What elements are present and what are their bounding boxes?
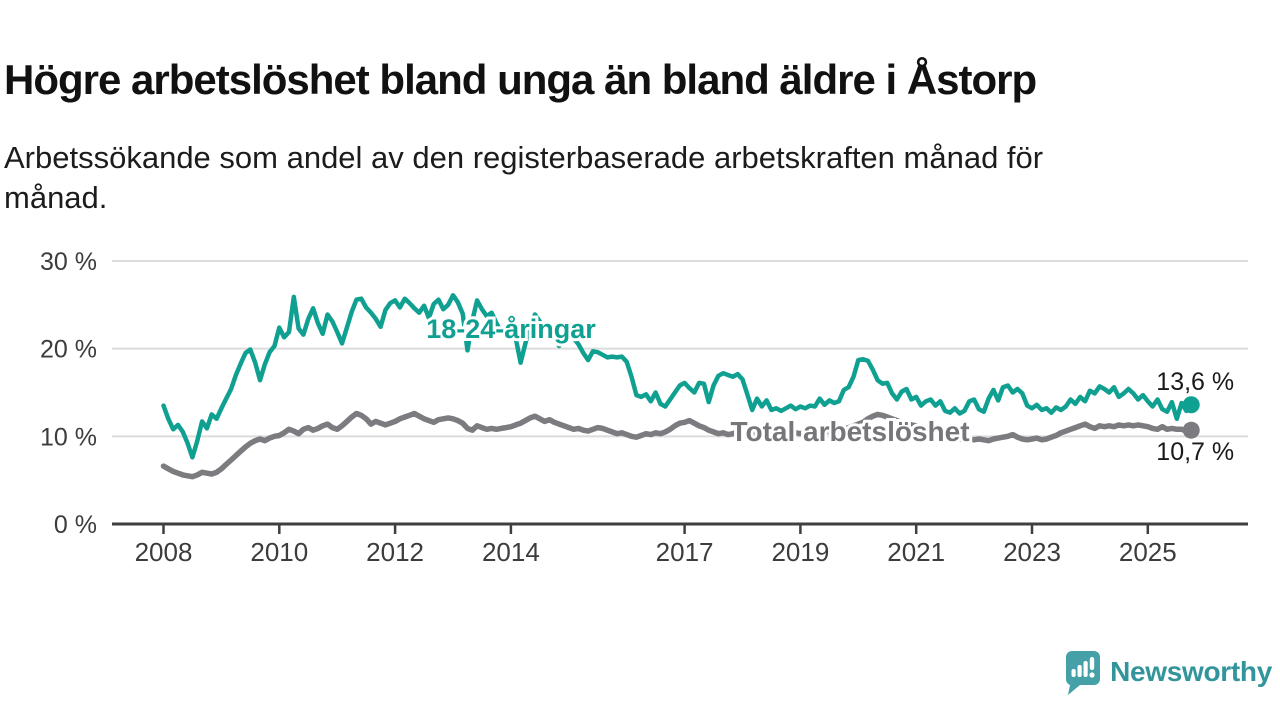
- logo-bar-2: [1077, 665, 1082, 677]
- series-end-dot-youth: [1182, 396, 1200, 414]
- x-axis-label-2012: 2012: [366, 537, 424, 567]
- series-label-total: Total arbetslöshet: [730, 416, 969, 447]
- y-axis-label-30: 30 %: [40, 248, 97, 276]
- series-end-dot-total: [1182, 421, 1200, 439]
- x-axis-label-2021: 2021: [887, 537, 945, 567]
- logo-exclamation-bar: [1089, 657, 1095, 670]
- x-axis-label-2017: 2017: [656, 537, 714, 567]
- x-axis-label-2008: 2008: [135, 537, 193, 567]
- newsworthy-logo: Newsworthy: [1061, 648, 1272, 696]
- x-axis-label-2025: 2025: [1119, 537, 1177, 567]
- end-value-label-total: 10,7 %: [1156, 438, 1234, 466]
- x-axis-label-2023: 2023: [1003, 537, 1061, 567]
- subtitle-line-2: månad.: [4, 180, 108, 215]
- subtitle-line-1: Arbetssökande som andel av den registerb…: [4, 140, 1044, 175]
- page-title: Högre arbetslöshet bland unga än bland ä…: [4, 56, 1037, 104]
- y-axis-label-0: 0 %: [54, 511, 97, 539]
- x-axis-label-2019: 2019: [771, 537, 829, 567]
- series-line-total: [160, 410, 1194, 480]
- logo-bar-3: [1083, 661, 1088, 677]
- logo-exclamation-dot: [1089, 672, 1095, 678]
- x-axis-label-2010: 2010: [250, 537, 308, 567]
- logo-bar-1: [1071, 669, 1076, 677]
- series-label-youth: 18-24-åringar: [426, 314, 596, 344]
- y-axis-label-20: 20 %: [40, 336, 97, 364]
- page-subtitle: Arbetssökande som andel av den registerb…: [4, 138, 1224, 218]
- x-axis-label-2014: 2014: [482, 537, 540, 567]
- logo-speech-bubble: [1066, 651, 1101, 695]
- end-value-label-youth: 13,6 %: [1156, 368, 1234, 396]
- newsworthy-logo-icon: [1066, 651, 1101, 695]
- newsworthy-logo-text: Newsworthy: [1110, 656, 1272, 687]
- series-line-youth: [161, 292, 1194, 460]
- y-axis-label-10: 10 %: [40, 423, 97, 451]
